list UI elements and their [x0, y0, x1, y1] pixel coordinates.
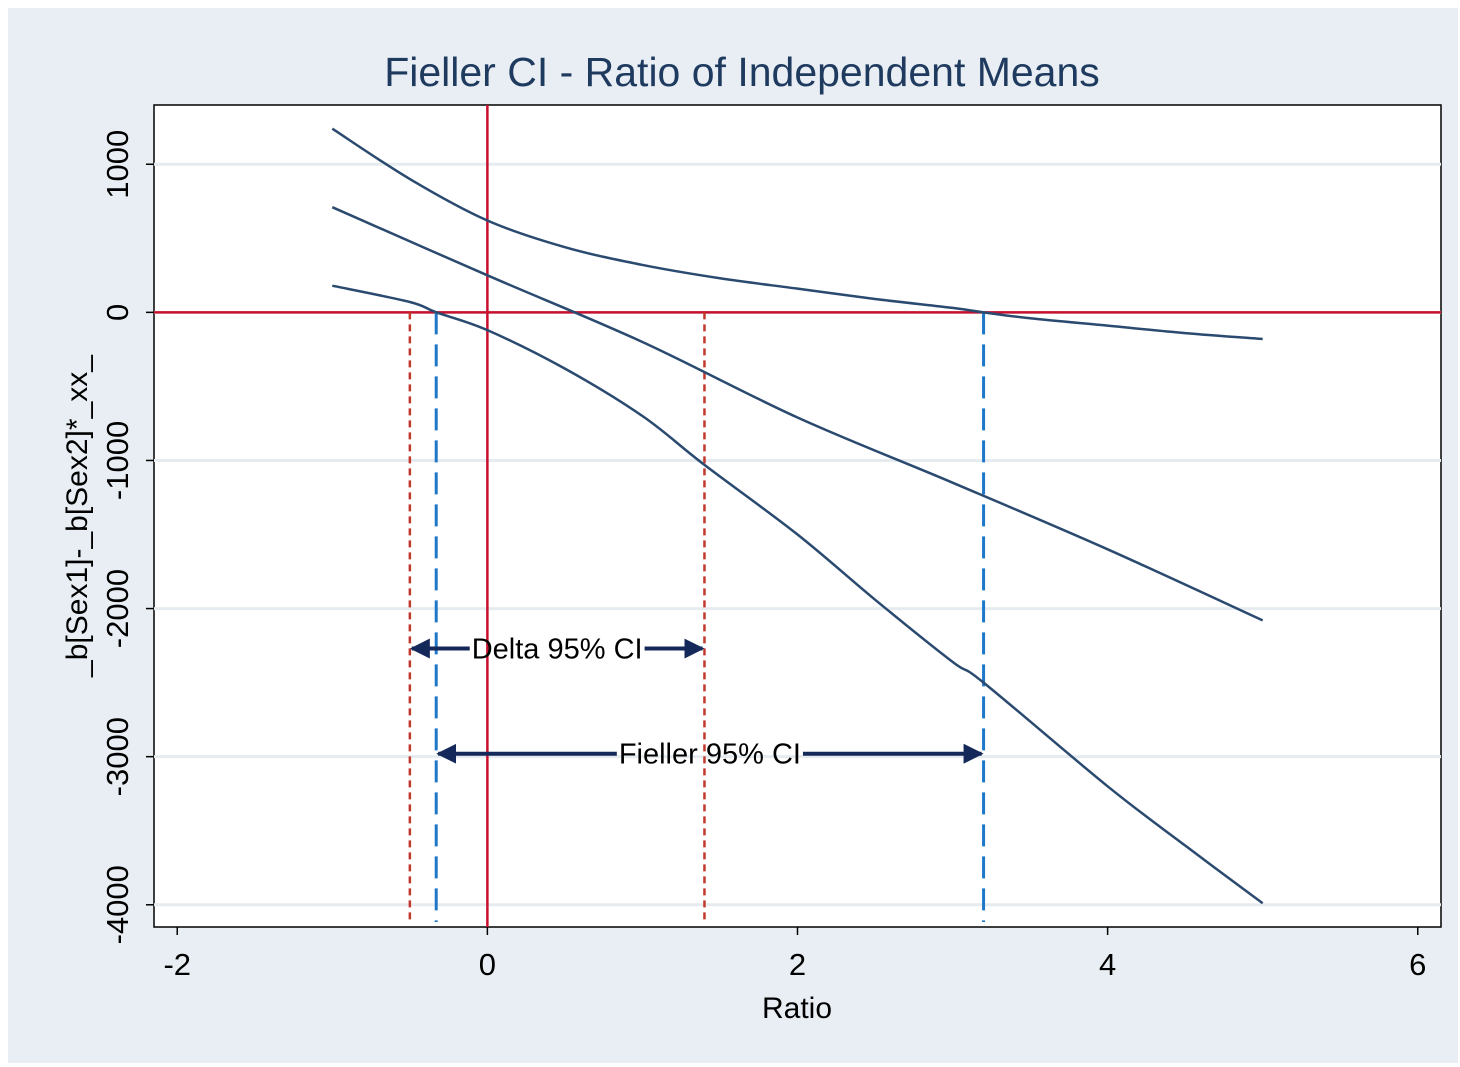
y-tick-label: -3000 [100, 717, 135, 796]
y-tick-label: 0 [100, 304, 135, 321]
x-axis-title: Ratio [762, 992, 832, 1025]
curves [331, 127, 1264, 905]
x-tick-label: 2 [789, 947, 806, 982]
delta-ci-label: Delta 95% CI [472, 634, 643, 666]
gridlines [154, 162, 1441, 907]
y-tick-label: -4000 [100, 865, 135, 944]
curve-upper-bound [331, 127, 1263, 341]
reference-lines [154, 105, 1441, 927]
y-tick-label: -2000 [100, 569, 135, 648]
x-tick-label: 0 [479, 947, 496, 982]
fieller-ci-label: Fieller 95% CI [619, 739, 801, 771]
y-axis-title: _b[Sex1]-_b[Sex2]*_xx_ [61, 354, 94, 678]
curve-lower-bound [332, 284, 1264, 905]
axes: -4000 -3000 -2000 -1000 0 1000 -2 0 2 4 6 [100, 130, 1426, 982]
y-tick-label: -1000 [100, 421, 135, 500]
x-tick-label: 4 [1099, 947, 1116, 982]
ci-annotations: Delta 95% CI Fieller 95% CI [409, 634, 984, 771]
x-tick-label: 6 [1409, 947, 1426, 982]
curve-point-estimate [331, 206, 1264, 622]
confidence-interval-markers [408, 312, 986, 922]
x-tick-label: -2 [163, 947, 191, 982]
y-tick-label: 1000 [100, 130, 135, 199]
plot-area [153, 104, 1442, 928]
chart-title: Fieller CI - Ratio of Independent Means [384, 49, 1100, 95]
